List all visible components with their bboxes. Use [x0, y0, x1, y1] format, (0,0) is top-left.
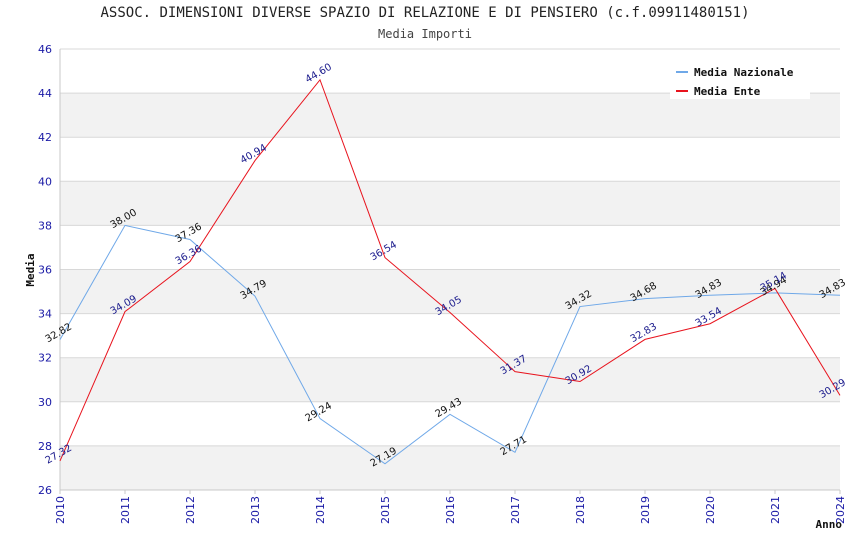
- y-axis-title: Media: [24, 253, 37, 286]
- grid-band: [60, 93, 840, 138]
- grid-band: [60, 401, 840, 446]
- x-tick-label: 2016: [444, 496, 457, 524]
- y-tick-label: 42: [38, 131, 52, 144]
- y-tick-label: 36: [38, 264, 52, 277]
- x-tick-label: 2024: [834, 496, 847, 524]
- x-tick-label: 2018: [574, 496, 587, 524]
- x-tick-label: 2019: [639, 496, 652, 524]
- y-tick-label: 44: [38, 87, 52, 100]
- chart-subtitle: Media Importi: [378, 27, 472, 41]
- x-tick-label: 2020: [704, 496, 717, 524]
- series-line-media-nazionale: [59, 224, 841, 465]
- x-tick-label: 2011: [119, 496, 132, 524]
- grid-band: [60, 181, 840, 226]
- x-axis-title: Anno: [816, 518, 843, 531]
- y-tick-label: 26: [38, 484, 52, 497]
- x-tick-label: 2021: [769, 496, 782, 524]
- y-tick-label: 32: [38, 352, 52, 365]
- y-tick-label: 38: [38, 219, 52, 232]
- chart-title: ASSOC. DIMENSIONI DIVERSE SPAZIO DI RELA…: [100, 5, 750, 21]
- legend-label-nazionale: Media Nazionale: [694, 66, 794, 79]
- y-tick-label: 40: [38, 175, 52, 188]
- legend-box: [670, 59, 810, 99]
- grid-band: [60, 357, 840, 402]
- x-tick-label: 2015: [379, 496, 392, 524]
- y-tick-label: 46: [38, 43, 52, 56]
- grid-band: [60, 313, 840, 358]
- x-tick-label: 2014: [314, 496, 327, 524]
- x-tick-label: 2010: [54, 496, 67, 524]
- series-line-media-ente: [59, 78, 841, 462]
- legend-label-ente: Media Ente: [694, 85, 761, 98]
- y-tick-label: 30: [38, 396, 52, 409]
- x-tick-label: 2012: [184, 496, 197, 524]
- y-tick-label: 28: [38, 440, 52, 453]
- grid-band: [60, 445, 840, 490]
- x-tick-label: 2013: [249, 496, 262, 524]
- grid-band: [60, 269, 840, 314]
- y-tick-label: 34: [38, 308, 52, 321]
- x-tick-label: 2017: [509, 496, 522, 524]
- grid-band: [60, 137, 840, 182]
